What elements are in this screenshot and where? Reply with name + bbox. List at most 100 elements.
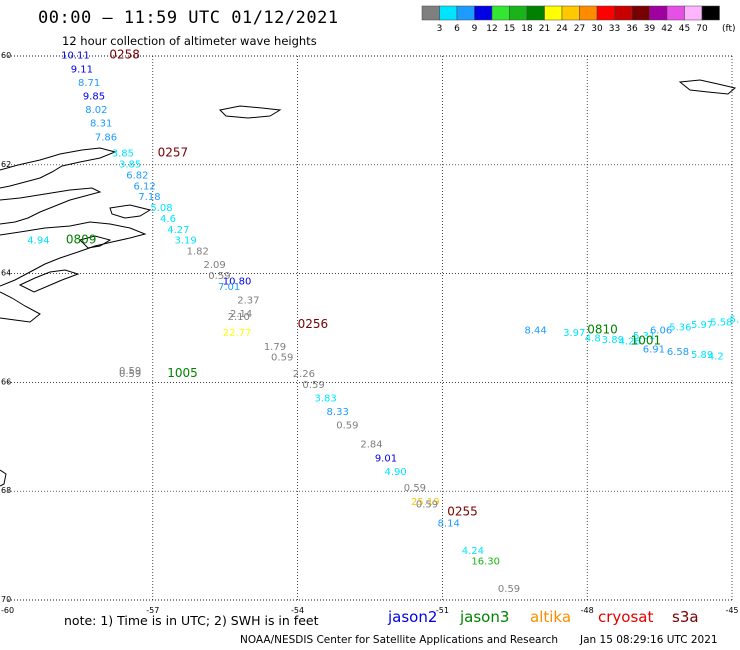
wave-height-value: 9.11: [71, 64, 93, 75]
wave-height-value: 8.31: [90, 119, 112, 130]
wave-height-value: 0.59: [302, 380, 324, 391]
colorbar-tick-label: 36: [626, 24, 638, 34]
wave-height-value: 0.59: [208, 271, 230, 282]
wave-height-value: 7.86: [95, 132, 117, 143]
wave-height-value: 4.94: [27, 236, 49, 247]
wave-height-value: 8.02: [85, 105, 107, 116]
wave-height-value: 7.18: [138, 192, 160, 203]
wave-height-value: 6.82: [126, 170, 148, 181]
page-title: 00:00 – 11:59 UTC 01/12/2021: [38, 8, 339, 28]
legend-altika: altika: [530, 608, 572, 626]
pass-time-label: 1001: [631, 333, 662, 347]
wave-height-value: 3.89: [602, 335, 624, 346]
colorbar-tick-label: 6: [454, 24, 460, 34]
colorbar-unit: (ft): [722, 24, 736, 34]
wave-height-value: 2.14: [230, 309, 252, 320]
wave-height-value: 22.77: [223, 328, 252, 339]
longitude-label: -57: [146, 606, 159, 615]
colorbar-tick-label: 70: [696, 24, 708, 34]
colorbar-tick-label: 3: [437, 24, 443, 34]
wave-height-value: 3.19: [175, 236, 197, 247]
wave-height-value: 2.09: [203, 260, 225, 271]
wave-height-value: 1.82: [187, 247, 209, 258]
wave-height-value: 5.31: [633, 331, 655, 342]
wave-height-value: 6.06: [650, 325, 672, 336]
wave-height-value: 6.91: [643, 344, 665, 355]
colorbar-tick-label: 15: [504, 24, 515, 34]
wave-height-value: 1.79: [264, 342, 286, 353]
wave-height-value: 16.30: [471, 557, 500, 568]
colorbar-tick-label: 33: [609, 24, 620, 34]
colorbar-tick-label: 21: [539, 24, 550, 34]
pass-time-label: 0258: [109, 48, 140, 62]
wave-height-value: 8.71: [78, 78, 100, 89]
wave-height-value: 8.14: [438, 519, 460, 530]
wave-height-value: 5.08: [150, 203, 172, 214]
colorbar-tick-label: 24: [556, 24, 568, 34]
longitude-label: -45: [725, 606, 738, 615]
colorbar-tick-label: 9: [472, 24, 478, 34]
latitude-label: 64: [1, 269, 11, 278]
wave-height-value: 0.59: [404, 483, 426, 494]
wave-height-value: 2.37: [237, 296, 259, 307]
pass-time-label: 0255: [447, 505, 478, 519]
wave-height-value: 0.59: [336, 421, 358, 432]
wave-height-value: 4.24: [462, 546, 484, 557]
wave-height-value: 4.2: [708, 352, 724, 363]
wave-height-value: 5.89: [691, 350, 713, 361]
wave-height-value: 0.59: [416, 500, 438, 511]
pass-time-label: 0256: [298, 317, 329, 331]
wave-height-value: 2.84: [360, 440, 382, 451]
wave-height-value: 8.33: [327, 407, 349, 418]
latitude-label: 70: [1, 595, 11, 604]
wave-height-value: 5.58: [710, 317, 732, 328]
colorbar-tick-label: 45: [679, 24, 690, 34]
wave-height-value: 3.97: [563, 328, 585, 339]
wave-height-value: 6.58: [667, 347, 689, 358]
colorbar-tick-label: 42: [661, 24, 672, 34]
colorbar-tick-label: 39: [644, 24, 656, 34]
wave-height-value: 4.6: [160, 214, 176, 225]
pass-time-label: 0810: [587, 322, 618, 336]
wave-height-value: 8.44: [524, 325, 546, 336]
wave-height-value: 9.85: [83, 92, 105, 103]
timestamp: Jan 15 08:29:16 UTC 2021: [580, 634, 718, 646]
colorbar-tick-label: 12: [486, 24, 497, 34]
pass-time-label: 0257: [158, 146, 189, 160]
latitude-label: 62: [1, 160, 11, 169]
footer-note: note: 1) Time is in UTC; 2) SWH is in fe…: [64, 613, 319, 628]
wave-height-value: 0.59: [271, 353, 293, 364]
wave-height-value: 4.26: [619, 336, 641, 347]
wave-height-value: 10.11: [61, 51, 90, 62]
wave-height-value: 0.59: [119, 369, 141, 380]
coastline: [0, 79, 737, 487]
graticule: 60 62 64 66 68 70 -57 -54 -51 -48 -45 -60: [1, 51, 739, 615]
colorbar-tick-label: 30: [591, 24, 603, 34]
longitude-label: -51: [436, 606, 449, 615]
wave-height-value: 4.27: [167, 225, 189, 236]
pass-time-label: 1005: [167, 366, 198, 380]
pass-labels: 0258 0257 0256 0255 0809 1005 0810 1001: [66, 48, 661, 519]
wave-height-value: 0.59: [498, 584, 520, 595]
legend-s3a: s3a: [672, 608, 699, 626]
longitude-label: -48: [581, 606, 594, 615]
wave-height-value: 6.12: [133, 181, 155, 192]
wave-height-value: 7.01: [218, 282, 240, 293]
colorbar-tick-label: 18: [521, 24, 533, 34]
wave-height-value: 25.19: [411, 497, 440, 508]
wave-height-value: 5.36: [669, 323, 691, 334]
legend-cryosat: cryosat: [598, 608, 654, 626]
observations: 10.119.118.719.858.028.317.863.853.856.8…: [27, 51, 740, 595]
page-subtitle: 12 hour collection of altimeter wave hei…: [62, 34, 317, 48]
latitude-label: 68: [1, 486, 11, 495]
wave-height-value: 10.80: [223, 276, 252, 287]
wave-height-value: 3.85: [119, 160, 141, 171]
wave-height-value: 5.97: [691, 320, 713, 331]
wave-height-value: 5.27: [730, 315, 740, 326]
credit-text: NOAA/NESDIS Center for Satellite Applica…: [240, 634, 558, 646]
legend-jason2: jason2: [388, 608, 438, 626]
colorbar-tick-label: 27: [574, 24, 585, 34]
wave-height-value: 4.90: [384, 467, 406, 478]
longitude-label: -54: [291, 606, 304, 615]
